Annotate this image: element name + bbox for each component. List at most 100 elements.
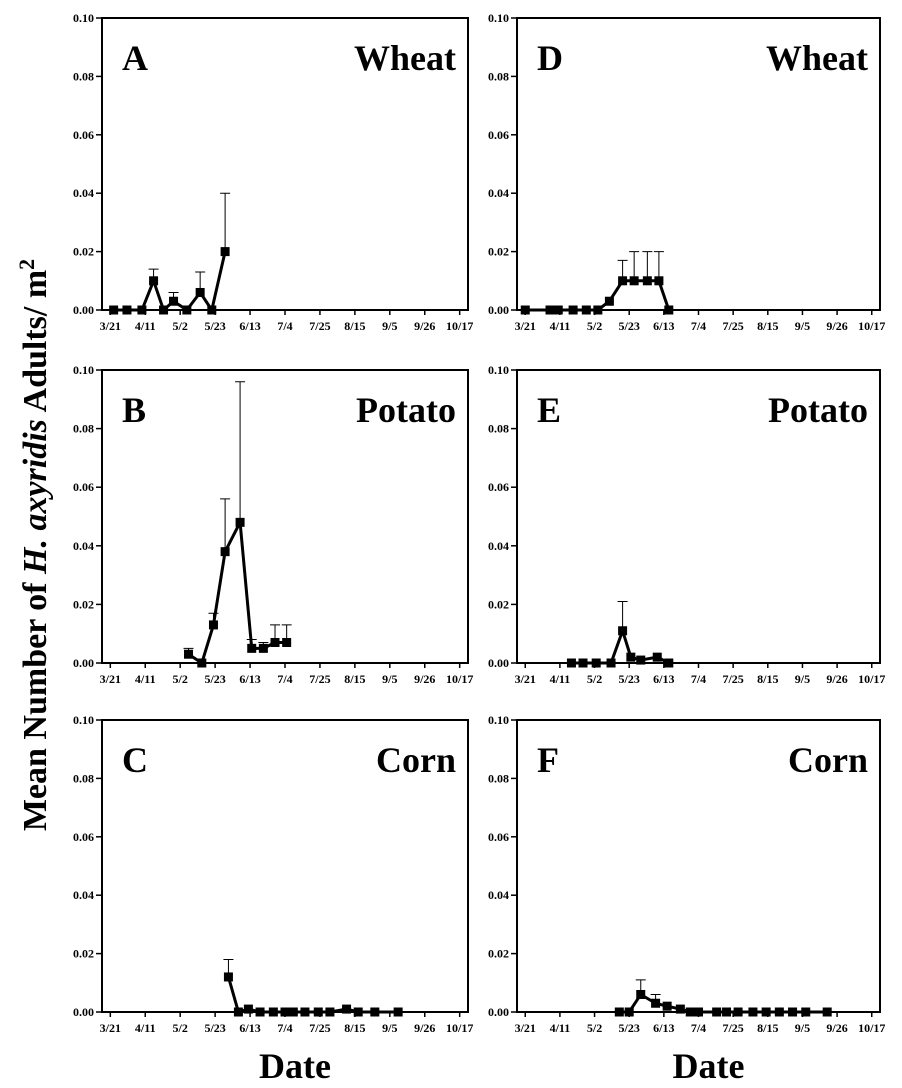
y-tick-label: 0.06 — [73, 830, 94, 844]
x-tick-label: 5/2 — [587, 319, 602, 333]
marker — [664, 305, 674, 315]
marker — [822, 1007, 832, 1017]
marker — [733, 1007, 743, 1017]
marker — [553, 305, 563, 315]
marker — [233, 1007, 243, 1017]
x-tick-label: 5/23 — [619, 319, 640, 333]
marker — [270, 637, 280, 647]
y-tick-label: 0.00 — [73, 303, 94, 317]
panel: 0.00 0.02 0.04 0.06 0.08 0.10 3/21 4/11 5/2 5/23 6… — [488, 363, 885, 686]
x-tick-label: 7/4 — [691, 672, 706, 686]
y-tick-label: 0.08 — [73, 69, 94, 83]
y-tick-label: 0.08 — [488, 422, 509, 436]
x-tick-label: 5/2 — [587, 1021, 602, 1035]
marker — [652, 652, 662, 662]
x-tick-label: 5/23 — [619, 672, 640, 686]
y-tick-label: 0.06 — [488, 128, 509, 142]
marker — [258, 643, 268, 653]
x-tick-label: 9/26 — [414, 672, 435, 686]
marker — [606, 658, 616, 668]
y-tick-label: 0.04 — [73, 539, 94, 553]
marker — [220, 247, 230, 257]
y-tick-label: 0.00 — [488, 1005, 509, 1019]
x-tick-label: 5/2 — [173, 1021, 188, 1035]
y-tick-label: 0.00 — [73, 656, 94, 670]
x-tick-label: 8/15 — [757, 1021, 778, 1035]
x-tick-label: 9/5 — [795, 672, 810, 686]
x-tick-label: 7/4 — [691, 319, 706, 333]
y-tick-label: 0.04 — [488, 186, 509, 200]
y-tick-label: 0.04 — [73, 186, 94, 200]
marker — [149, 276, 159, 286]
y-tick-label: 0.00 — [73, 1005, 94, 1019]
x-tick-label: 6/13 — [239, 672, 260, 686]
x-tick-label: 6/13 — [653, 1021, 674, 1035]
y-label-exponent: 2 — [14, 259, 39, 270]
x-tick-label: 5/2 — [587, 672, 602, 686]
x-tick-label: 9/26 — [826, 1021, 847, 1035]
x-tick-label: 9/5 — [382, 672, 397, 686]
marker — [651, 998, 661, 1008]
marker — [774, 1007, 784, 1017]
marker — [662, 1001, 672, 1011]
marker — [282, 637, 292, 647]
x-tick-label: 7/25 — [722, 319, 743, 333]
marker — [313, 1007, 323, 1017]
marker — [235, 517, 245, 527]
y-tick-label: 0.10 — [73, 11, 94, 25]
y-tick-label: 0.10 — [488, 363, 509, 377]
marker — [664, 658, 674, 668]
y-tick-label: 0.10 — [73, 713, 94, 727]
y-tick-label: 0.06 — [73, 480, 94, 494]
x-tick-label: 3/21 — [515, 672, 536, 686]
x-tick-label: 10/17 — [858, 319, 885, 333]
x-tick-label: 3/21 — [100, 672, 121, 686]
x-axis-label: Date — [673, 1046, 745, 1086]
error-bar — [617, 600, 628, 631]
panel-letter: D — [537, 38, 563, 78]
marker — [636, 989, 646, 999]
x-tick-label: 10/17 — [446, 319, 473, 333]
marker — [280, 1007, 290, 1017]
marker — [675, 1004, 685, 1014]
panel-letter: C — [122, 740, 148, 780]
marker — [122, 305, 132, 315]
x-tick-label: 7/4 — [277, 319, 292, 333]
y-tick-label: 0.06 — [73, 128, 94, 142]
y-tick-label: 0.10 — [488, 11, 509, 25]
x-tick-label: 3/21 — [515, 319, 536, 333]
marker — [722, 1007, 732, 1017]
marker — [220, 547, 230, 557]
marker — [342, 1004, 352, 1014]
x-tick-label: 3/21 — [100, 1021, 121, 1035]
y-tick-label: 0.08 — [73, 422, 94, 436]
marker — [137, 305, 147, 315]
marker — [624, 1007, 634, 1017]
x-tick-label: 10/17 — [858, 1021, 885, 1035]
y-tick-label: 0.02 — [488, 245, 509, 259]
panel-letter: B — [122, 390, 146, 430]
marker — [578, 658, 588, 668]
marker — [182, 305, 192, 315]
x-tick-label: 8/15 — [344, 319, 365, 333]
y-tick-label: 0.08 — [488, 771, 509, 785]
marker — [353, 1007, 363, 1017]
y-tick-label: 0.06 — [488, 830, 509, 844]
x-tick-label: 9/5 — [382, 319, 397, 333]
error-bar — [629, 251, 640, 281]
x-tick-label: 4/11 — [550, 1021, 571, 1035]
x-tick-label: 9/5 — [795, 319, 810, 333]
marker — [618, 276, 628, 286]
y-tick-label: 0.02 — [488, 597, 509, 611]
x-tick-label: 6/13 — [239, 1021, 260, 1035]
marker — [184, 649, 194, 659]
marker — [520, 305, 530, 315]
x-tick-label: 7/25 — [722, 1021, 743, 1035]
x-tick-label: 7/4 — [277, 672, 292, 686]
x-tick-label: 7/25 — [309, 672, 330, 686]
marker — [223, 972, 233, 982]
y-tick-label: 0.00 — [488, 303, 509, 317]
marker — [618, 626, 628, 636]
marker — [593, 305, 603, 315]
x-tick-label: 8/15 — [344, 672, 365, 686]
